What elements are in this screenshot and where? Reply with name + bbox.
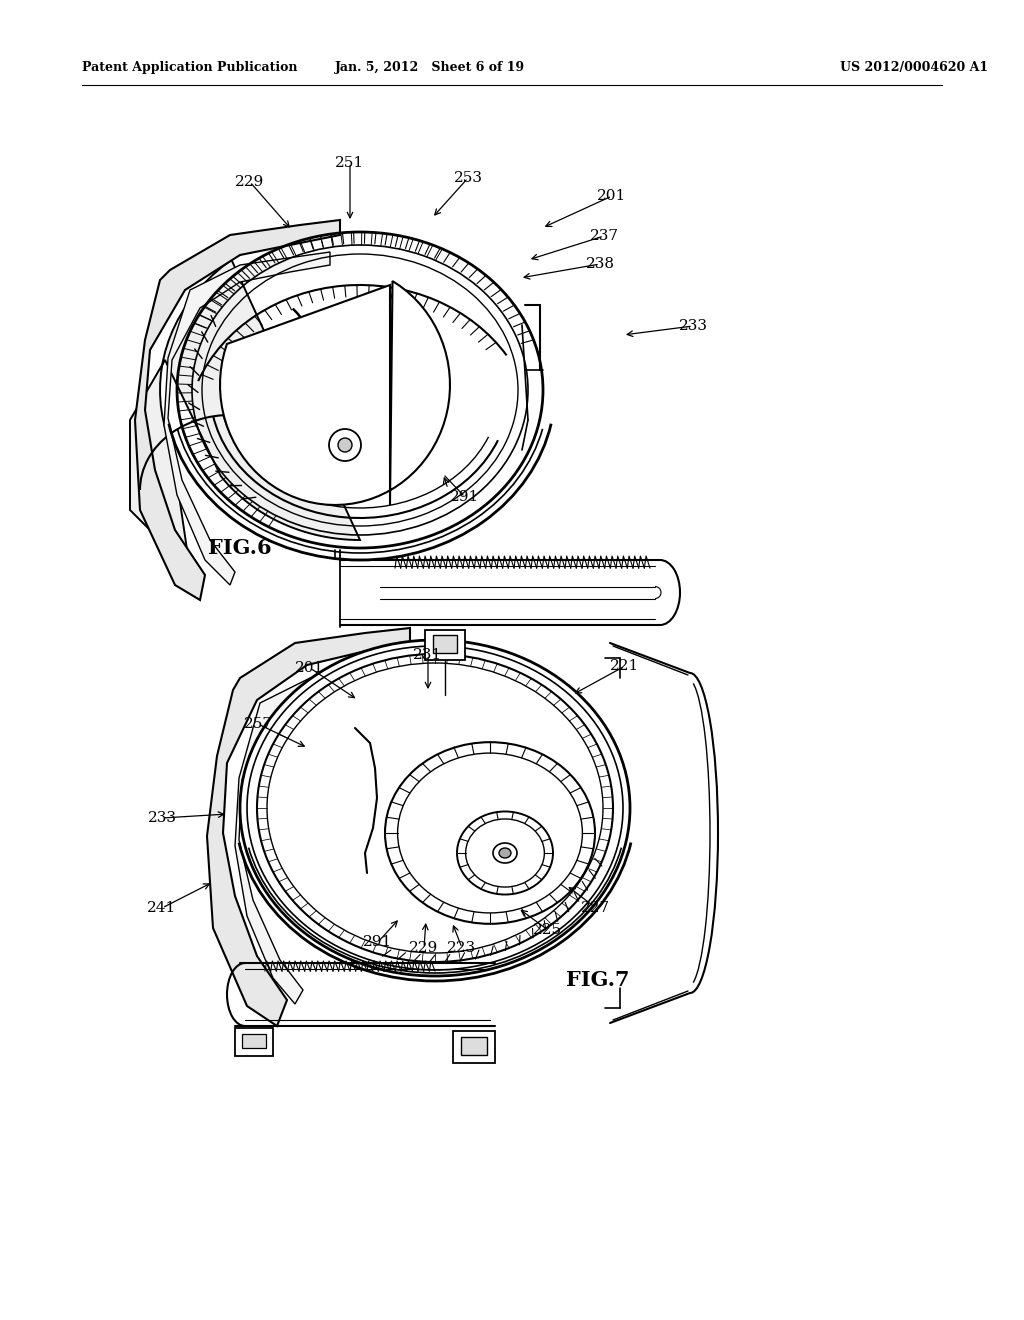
- Text: 229: 229: [410, 941, 438, 954]
- Polygon shape: [207, 628, 410, 1026]
- Polygon shape: [220, 281, 450, 506]
- Text: 241: 241: [147, 902, 176, 915]
- Text: 201: 201: [295, 661, 325, 675]
- Ellipse shape: [385, 742, 595, 924]
- Ellipse shape: [240, 640, 630, 975]
- Ellipse shape: [493, 843, 517, 863]
- Text: 233: 233: [147, 810, 176, 825]
- Text: 257: 257: [244, 717, 272, 731]
- Bar: [461, 1038, 487, 1055]
- Text: 227: 227: [582, 902, 610, 915]
- Ellipse shape: [175, 230, 545, 550]
- Text: 201: 201: [597, 189, 627, 203]
- Bar: [242, 1034, 266, 1048]
- Bar: [453, 1031, 495, 1063]
- Text: 237: 237: [590, 228, 618, 243]
- Text: FIG.7: FIG.7: [566, 970, 630, 990]
- Text: 251: 251: [336, 156, 365, 170]
- Ellipse shape: [338, 438, 352, 451]
- Ellipse shape: [329, 429, 361, 461]
- Polygon shape: [234, 665, 400, 1005]
- Text: 291: 291: [451, 490, 479, 504]
- Polygon shape: [164, 252, 330, 585]
- Text: 221: 221: [610, 659, 640, 673]
- Text: 231: 231: [414, 648, 442, 663]
- Text: FIG.6: FIG.6: [208, 539, 271, 558]
- Bar: [425, 630, 465, 660]
- Text: Patent Application Publication: Patent Application Publication: [82, 62, 298, 74]
- Text: 229: 229: [236, 176, 264, 189]
- Ellipse shape: [499, 847, 511, 858]
- Polygon shape: [135, 220, 340, 601]
- Text: 225: 225: [534, 923, 562, 937]
- Text: US 2012/0004620 A1: US 2012/0004620 A1: [840, 62, 988, 74]
- Polygon shape: [130, 260, 360, 570]
- Ellipse shape: [257, 653, 613, 962]
- Text: Jan. 5, 2012   Sheet 6 of 19: Jan. 5, 2012 Sheet 6 of 19: [335, 62, 525, 74]
- Text: 233: 233: [679, 319, 708, 333]
- Text: 253: 253: [454, 172, 482, 185]
- Text: 223: 223: [447, 941, 476, 954]
- Text: 238: 238: [586, 257, 614, 271]
- Text: 291: 291: [364, 935, 392, 949]
- Bar: [234, 1028, 273, 1056]
- Bar: [433, 635, 457, 653]
- Ellipse shape: [457, 812, 553, 895]
